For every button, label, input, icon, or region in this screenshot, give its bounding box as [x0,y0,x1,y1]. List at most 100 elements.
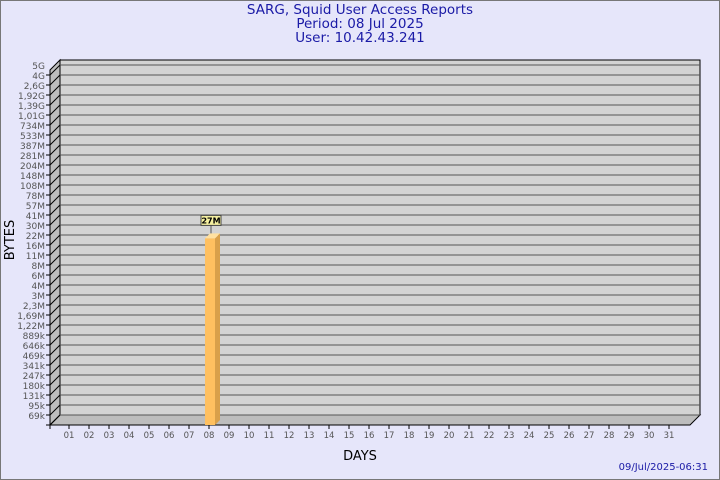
chart-title: SARG, Squid User Access Reports [246,2,474,18]
data-label: 27M [201,216,220,225]
x-tick-label: 23 [504,431,515,441]
gridline-side [49,94,61,106]
gridline-side [49,84,61,96]
x-tick-label: 31 [664,431,675,441]
x-tick-label: 26 [564,431,575,441]
y-tick-label: 281M [20,152,45,162]
x-tick-label: 03 [104,431,115,441]
gridline-side [49,364,61,376]
y-tick-label: 2,6G [24,82,45,92]
chart-period: Period: 08 Jul 2025 [296,16,424,32]
y-tick-label: 204M [20,162,45,172]
x-tick-label: 20 [444,431,455,441]
gridline-side [49,264,61,276]
y-tick-label: 4G [32,72,45,82]
y-tick-label: 5G [32,62,45,72]
y-tick-label: 734M [20,122,45,132]
gridline-side [49,274,61,286]
y-tick-label: 180k [23,382,46,392]
x-tick-label: 17 [384,431,395,441]
y-tick-label: 387M [20,142,45,152]
y-axis-label: BYTES [3,220,18,261]
gridline-side [49,204,61,216]
y-tick-label: 1,22M [17,322,45,332]
gridline-side [49,324,61,336]
gridline-side [49,104,61,116]
y-tick-label: 247k [23,372,46,382]
gridline-side [49,314,61,326]
y-tick-label: 3M [32,292,46,302]
y-tick-label: 57M [26,202,45,212]
x-tick-label: 14 [324,431,335,441]
gridline-side [49,164,61,176]
y-tick-label: 11M [26,252,45,262]
gridline-side [49,334,61,346]
gridline-side [49,64,61,76]
gridline-side [49,154,61,166]
chart-user: User: 10.42.43.241 [295,30,425,46]
bar-side [215,233,220,425]
y-tick-label: 8M [32,262,46,272]
gridline-side [49,114,61,126]
y-tick-label: 95k [28,402,45,412]
x-tick-label: 07 [184,431,195,441]
gridline-side [49,174,61,186]
x-tick-label: 08 [204,431,215,441]
x-tick-label: 15 [344,431,355,441]
data-label-box [200,214,222,226]
x-tick-label: 09 [224,431,235,441]
y-tick-label: 6M [32,272,46,282]
y-tick-label: 22M [26,232,45,242]
y-tick-label: 533M [20,132,45,142]
y-tick-label: 16M [26,242,45,252]
x-tick-label: 11 [264,431,275,441]
x-tick-label: 30 [644,431,655,441]
gridline-side [49,354,61,366]
x-tick-label: 06 [164,431,175,441]
gridline-side [49,214,61,226]
gridline-side [49,344,61,356]
x-tick-label: 28 [604,431,615,441]
y-tick-label: 469k [23,352,46,362]
gridline-side [49,414,61,426]
x-tick-label: 27 [584,431,595,441]
x-tick-label: 13 [304,431,315,441]
x-tick-label: 04 [124,431,135,441]
y-tick-label: 341k [23,362,46,372]
gridline-side [49,384,61,396]
x-tick-label: 19 [424,431,435,441]
gridline-side [49,144,61,156]
gridline-side [49,234,61,246]
gridline-side [49,374,61,386]
timestamp: 09/Jul/2025-06:31 [619,462,708,473]
x-tick-label: 10 [244,431,255,441]
gridline-side [49,284,61,296]
gridline-side [49,194,61,206]
x-tick-label: 01 [64,431,75,441]
y-tick-label: 1,01G [18,112,45,122]
y-tick-label: 41M [26,212,45,222]
gridline-side [49,244,61,256]
gridline-side [49,224,61,236]
y-tick-label: 69k [28,412,45,422]
y-tick-label: 2,3M [23,302,45,312]
x-axis-label: DAYS [343,449,377,464]
y-tick-label: 108M [20,182,45,192]
gridline-side [49,184,61,196]
gridline-side [49,294,61,306]
x-tick-label: 29 [624,431,635,441]
x-tick-label: 02 [84,431,95,441]
bar [205,238,215,425]
x-tick-label: 24 [524,431,535,441]
gridline-side [49,304,61,316]
y-tick-label: 148M [20,172,45,182]
gridline-side [49,394,61,406]
x-tick-label: 18 [404,431,415,441]
gridline-side [49,404,61,416]
x-tick-label: 05 [144,431,155,441]
x-tick-label: 16 [364,431,375,441]
y-tick-label: 889k [23,332,46,342]
y-tick-label: 30M [26,222,45,232]
x-tick-label: 25 [544,431,555,441]
